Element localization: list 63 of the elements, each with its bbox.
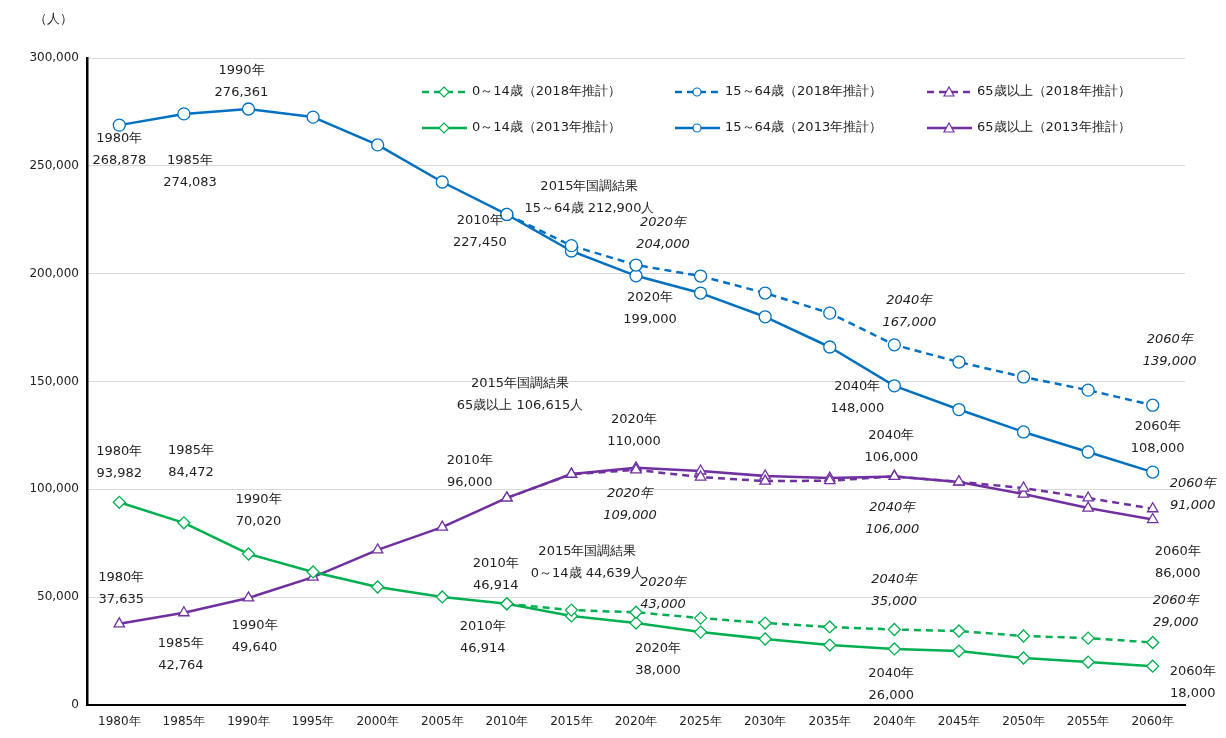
annotation: 1985年 274,083 xyxy=(163,152,217,190)
annotation: 2040年 26,000 xyxy=(868,665,915,703)
annotation: 1990年 70,020 xyxy=(235,491,282,529)
annotation: 1985年 84,472 xyxy=(167,442,215,480)
y-tick-label: 200,000 xyxy=(29,265,79,280)
annotation: 2020年 38,000 xyxy=(634,640,682,678)
annotation: 2060年 18,000 xyxy=(1169,662,1216,700)
annotation: 2040年 167,000 xyxy=(882,292,937,330)
annotation: 2040年 35,000 xyxy=(871,570,919,608)
annotation: 2060年 139,000 xyxy=(1142,330,1197,368)
annotation: 2010年 46,914 xyxy=(459,618,506,656)
annotation: 2040年 106,000 xyxy=(865,498,920,536)
x-tick-label: 2030年 xyxy=(743,714,787,729)
x-tick-label: 1985年 xyxy=(162,714,206,729)
annotation: 2040年 106,000 xyxy=(864,426,919,464)
annotation: 2020年 199,000 xyxy=(623,289,677,327)
annotation: 2060年 108,000 xyxy=(1130,418,1185,456)
y-tick-label: 250,000 xyxy=(29,157,79,172)
x-tick-label: 2020年 xyxy=(614,714,658,729)
annotation: 2020年 204,000 xyxy=(636,214,690,252)
x-tick-label: 2050年 xyxy=(1002,714,1045,729)
annotation: 1980年 268,878 xyxy=(92,130,147,168)
legend-label: 65歳以上（2018年推計） xyxy=(977,83,1131,99)
x-tick-label: 2035年 xyxy=(808,714,852,729)
annotation: 2020年 109,000 xyxy=(603,485,657,523)
x-tick-label: 1980年 xyxy=(98,714,141,729)
x-tick-label: 2010年 xyxy=(485,714,529,729)
x-tick-label: 2055年 xyxy=(1066,714,1110,729)
legend-label: 0～14歳（2018年推計） xyxy=(472,83,621,99)
x-tick-label: 2015年 xyxy=(550,714,593,729)
x-tick-label: 2060年 xyxy=(1131,714,1174,729)
annotation: 2060年 29,000 xyxy=(1152,591,1200,629)
annotation: 2010年 46,914 xyxy=(472,555,519,593)
annotation: 2040年 148,000 xyxy=(830,378,885,416)
annotation: 2060年 86,000 xyxy=(1154,542,1201,580)
annotation: 1985年 42,764 xyxy=(157,635,204,673)
annotation: 2020年 110,000 xyxy=(607,411,661,449)
y-tick-label: 50,000 xyxy=(37,589,79,604)
annotation: 1980年 93,982 xyxy=(96,442,143,480)
legend-label: 65歳以上（2013年推計） xyxy=(977,119,1131,135)
y-tick-label: 0 xyxy=(71,697,79,712)
legend-label: 15～64歳（2018年推計） xyxy=(725,83,883,99)
x-tick-label: 2045年 xyxy=(937,714,981,729)
x-tick-label: 1990年 xyxy=(227,714,270,729)
x-tick-label: 2000年 xyxy=(356,714,399,729)
annotation: 2015年国調結果 65歳以上 106,615人 xyxy=(456,375,584,413)
y-tick-label: 100,000 xyxy=(29,481,79,496)
annotation: 1990年 49,640 xyxy=(231,617,278,655)
annotation: 1980年 37,635 xyxy=(98,569,145,607)
legend-label: 15～64歳（2013年推計） xyxy=(725,119,883,135)
y-axis-title: （人） xyxy=(33,11,73,27)
annotation: 1990年 276,361 xyxy=(214,62,269,100)
x-tick-label: 2005年 xyxy=(420,714,464,729)
annotation: 2010年 227,450 xyxy=(452,211,507,249)
annotation: 2010年 96,000 xyxy=(446,452,493,490)
y-tick-label: 150,000 xyxy=(29,373,79,388)
x-tick-label: 2040年 xyxy=(873,714,916,729)
annotation: 2015年国調結果 15～64歳 212,900人 xyxy=(524,178,655,216)
x-tick-label: 1995年 xyxy=(291,714,335,729)
x-tick-label: 2025年 xyxy=(679,714,722,729)
legend-label: 0～14歳（2013年推計） xyxy=(472,119,621,135)
annotation: 2060年 91,000 xyxy=(1169,475,1217,513)
y-tick-label: 300,000 xyxy=(29,50,79,65)
